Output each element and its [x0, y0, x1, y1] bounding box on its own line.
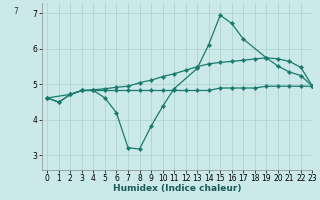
X-axis label: Humidex (Indice chaleur): Humidex (Indice chaleur) [113, 184, 241, 193]
Text: 7: 7 [14, 7, 19, 16]
